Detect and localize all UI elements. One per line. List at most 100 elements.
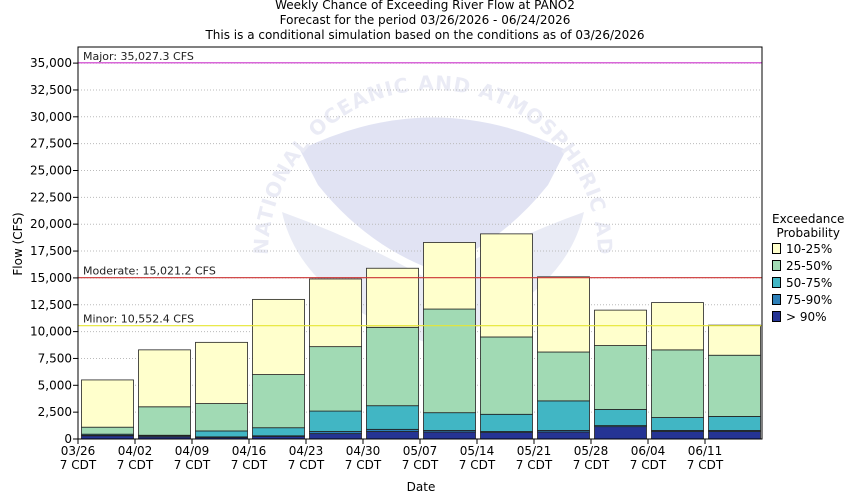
- chart-title-line-2: Forecast for the period 03/26/2026 - 06/…: [279, 13, 571, 27]
- bar-1-series-3: [138, 406, 191, 436]
- bar-2-series-4: [195, 341, 248, 404]
- bar-3-series-4: [252, 298, 305, 375]
- bar-4-series-2: [309, 410, 362, 432]
- x-tick-label-date-8: 05/21: [517, 444, 552, 458]
- y-tick-label-1: 2,500: [38, 405, 72, 419]
- y-tick-label-11: 27,500: [30, 137, 72, 151]
- bar-5-series-3: [366, 326, 419, 407]
- bar-0-series-3: [81, 426, 134, 435]
- legend-label-4: > 90%: [786, 309, 827, 324]
- bar-10-series-3: [651, 349, 704, 418]
- bar-9-series-4: [594, 309, 647, 346]
- x-tick-label-date-5: 04/30: [346, 444, 381, 458]
- bar-6-series-3: [423, 308, 476, 414]
- bar-4-series-0: [309, 433, 362, 440]
- y-tick-label-6: 15,000: [30, 271, 72, 285]
- legend: Exceedance Probability 10-25% 25-50% 50-75…: [772, 212, 844, 325]
- y-tick-label-8: 20,000: [30, 217, 72, 231]
- x-tick-label-time-5: 7 CDT: [345, 458, 382, 472]
- x-tick-label-date-6: 05/07: [403, 444, 438, 458]
- x-tick-label-date-2: 04/09: [175, 444, 210, 458]
- x-tick-label-time-3: 7 CDT: [231, 458, 268, 472]
- bar-2-series-2: [195, 430, 248, 438]
- bar-4-series-3: [309, 346, 362, 412]
- y-tick-label-7: 17,500: [30, 244, 72, 258]
- bar-3-series-2: [252, 427, 305, 437]
- x-tick-label-date-0: 03/26: [61, 444, 96, 458]
- x-tick-label-time-1: 7 CDT: [117, 458, 154, 472]
- bar-6-series-4: [423, 242, 476, 310]
- bar-7-series-0: [480, 432, 533, 440]
- y-tick-label-5: 12,500: [30, 298, 72, 312]
- bar-8-series-3: [537, 351, 590, 402]
- bar-2-series-3: [195, 403, 248, 432]
- bar-10-series-2: [651, 417, 704, 431]
- watermark-text: NATIONAL OCEANIC AND ATMOSPHERIC ADMINIS…: [0, 0, 617, 256]
- bar-0-series-4: [81, 379, 134, 428]
- bar-1-series-4: [138, 349, 191, 408]
- watermark-text-path: NATIONAL OCEANIC AND ATMOSPHERIC ADMINIS…: [0, 0, 616, 256]
- x-tick-label-time-9: 7 CDT: [573, 458, 610, 472]
- bar-7-series-2: [480, 413, 533, 432]
- bar-9-series-0: [594, 426, 647, 440]
- x-tick-label-date-4: 04/23: [289, 444, 324, 458]
- bar-7-series-4: [480, 233, 533, 338]
- x-tick-label-date-11: 06/11: [688, 444, 723, 458]
- x-tick-label-date-3: 04/16: [232, 444, 267, 458]
- y-tick-label-0: 0: [64, 432, 72, 446]
- bar-10-series-0: [651, 431, 704, 440]
- x-tick-label-time-8: 7 CDT: [516, 458, 553, 472]
- x-tick-label-time-4: 7 CDT: [288, 458, 325, 472]
- y-axis-label: Flow (CFS): [11, 212, 25, 275]
- legend-title-line-1: Exceedance: [772, 212, 845, 226]
- legend-swatch-0: [772, 243, 781, 254]
- chart-title-line-3: This is a conditional simulation based o…: [205, 28, 645, 42]
- grid-lines: [78, 62, 762, 413]
- bar-6-series-0: [423, 431, 476, 440]
- x-tick-label-time-10: 7 CDT: [630, 458, 667, 472]
- x-tick-label-date-10: 06/04: [631, 444, 666, 458]
- bar-5-series-0: [366, 431, 419, 440]
- threshold-label-2: Minor: 10,552.4 CFS: [83, 313, 194, 326]
- bar-11-series-2: [708, 416, 761, 431]
- y-tick-label-13: 32,500: [30, 83, 72, 97]
- x-axis-label: Date: [407, 480, 436, 494]
- x-tick-label-date-1: 04/02: [118, 444, 153, 458]
- bar-8-series-2: [537, 400, 590, 431]
- chart-title-line-1: Weekly Chance of Exceeding River Flow at…: [275, 0, 575, 12]
- threshold-label-0: Major: 35,027.3 CFS: [83, 50, 194, 63]
- threshold-label-1: Moderate: 15,021.2 CFS: [83, 265, 216, 278]
- axes-group: 0 2,500 5,000 7,500 10,000 12,500 15,000 17,500…: [30, 46, 763, 472]
- bar-11-series-0: [708, 431, 761, 440]
- legend-label-3: 75-90%: [786, 292, 833, 307]
- bar-11-series-4: [708, 324, 761, 356]
- bar-5-series-2: [366, 405, 419, 430]
- legend-swatch-4: [772, 311, 781, 322]
- y-tick-label-9: 22,500: [30, 190, 72, 204]
- legend-item-2: 50-75%: [772, 274, 844, 291]
- bar-9-series-2: [594, 409, 647, 426]
- legend-item-3: 75-90%: [772, 291, 844, 308]
- legend-swatch-3: [772, 294, 781, 305]
- bar-9-series-3: [594, 345, 647, 410]
- legend-item-0: 10-25%: [772, 240, 844, 257]
- y-tick-label-3: 7,500: [38, 351, 72, 365]
- legend-item-4: > 90%: [772, 308, 844, 325]
- y-tick-label-10: 25,000: [30, 164, 72, 178]
- threshold-lines: Major: 35,027.3 CFS Moderate: 15,021.2 CF…: [78, 50, 762, 327]
- legend-swatch-1: [772, 260, 781, 271]
- x-tick-label-date-7: 05/14: [460, 444, 495, 458]
- bar-4-series-4: [309, 278, 362, 348]
- bar-8-series-4: [537, 276, 590, 353]
- x-tick-label-time-11: 7 CDT: [687, 458, 724, 472]
- legend-swatch-2: [772, 277, 781, 288]
- x-tick-label-date-9: 05/28: [574, 444, 609, 458]
- y-tick-label-2: 5,000: [38, 378, 72, 392]
- y-tick-label-12: 30,000: [30, 110, 72, 124]
- x-tick-label-time-2: 7 CDT: [174, 458, 211, 472]
- bar-3-series-3: [252, 374, 305, 429]
- x-tick-label-time-7: 7 CDT: [459, 458, 496, 472]
- legend-label-1: 25-50%: [786, 258, 833, 273]
- legend-items: 10-25% 25-50% 50-75% 75-90% > 90%: [772, 240, 844, 325]
